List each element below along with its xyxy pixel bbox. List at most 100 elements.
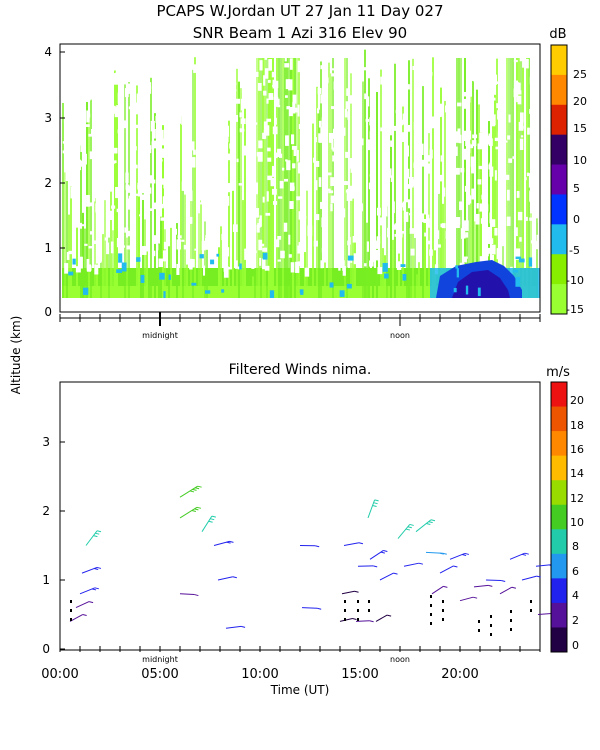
snr-cyan-patch: [518, 258, 525, 263]
winds-colorbar-swatch: [551, 602, 567, 628]
snr-gap: [320, 201, 325, 209]
snr-echo-streak: [102, 234, 104, 298]
xtick-0500: 05:00: [141, 667, 178, 682]
snr-gap: [426, 214, 430, 221]
wind-barb-flag: [374, 499, 379, 502]
snr-gap: [529, 217, 534, 221]
snr-gap: [517, 90, 522, 95]
snr-gap: [96, 140, 101, 148]
wind-barb-flag: [229, 540, 234, 543]
wind-barb: [179, 593, 195, 596]
snr-cbar-label-10: 10: [573, 154, 587, 167]
snr-gap: [274, 152, 278, 159]
snr-gap: [370, 244, 373, 256]
snr-gap: [488, 133, 491, 140]
snr-gap: [497, 132, 503, 141]
snr-echo-streak: [170, 227, 172, 298]
snr-gap: [159, 197, 162, 208]
snr-gap: [425, 44, 429, 50]
snr-gap: [372, 60, 378, 72]
snr-gap: [118, 160, 124, 165]
snr-gap: [129, 205, 134, 210]
snr-gap: [289, 182, 295, 192]
winds-ytick-0: 0: [42, 642, 50, 656]
snr-gap: [221, 233, 225, 241]
snr-ytick-4: 4: [44, 45, 52, 59]
wind-barb-flag: [372, 505, 377, 507]
snr-echo-streak: [522, 58, 524, 298]
snr-gap: [241, 81, 245, 93]
snr-cyan-patch: [121, 262, 127, 272]
snr-echo-streak: [296, 58, 298, 298]
snr-gap: [63, 119, 67, 124]
snr-gap: [339, 250, 343, 261]
snr-gap: [204, 111, 208, 124]
snr-gap: [297, 261, 303, 266]
snr-cyan-patch: [163, 291, 166, 300]
snr-echo-streak: [168, 246, 170, 298]
snr-gap: [85, 59, 90, 72]
snr-echo-streak: [198, 213, 200, 298]
snr-gap: [258, 140, 263, 149]
snr-echo-streak: [288, 58, 290, 298]
snr-gap: [303, 183, 308, 189]
snr-gap: [318, 133, 323, 143]
snr-gap: [341, 127, 346, 136]
snr-gap: [525, 216, 528, 221]
snr-gap: [177, 114, 182, 124]
snr-gap: [131, 186, 135, 190]
snr-gap: [482, 212, 486, 222]
snr-gap: [72, 134, 77, 137]
snr-gap: [232, 224, 238, 232]
snr-gap: [137, 182, 142, 188]
snr-gap: [103, 175, 108, 186]
snr-gap: [88, 202, 93, 207]
snr-gap: [267, 175, 273, 181]
snr-gap: [455, 131, 459, 143]
snr-gap: [411, 50, 416, 59]
wind-barb: [341, 590, 355, 595]
snr-gap: [190, 157, 196, 168]
snr-gap: [121, 124, 125, 133]
snr-gap: [487, 247, 492, 254]
snr-gap: [222, 126, 228, 129]
snr-gap: [463, 234, 466, 239]
snr-gap: [280, 250, 285, 259]
snr-gap: [533, 54, 537, 59]
wind-calm-dot: [430, 604, 432, 607]
snr-gap: [400, 132, 406, 142]
snr-gap: [410, 248, 415, 256]
snr-echo-streak: [224, 269, 226, 298]
snr-gap: [257, 151, 263, 162]
snr-gap: [475, 213, 480, 225]
wind-barb: [537, 612, 552, 615]
snr-echo-streak: [468, 204, 470, 298]
snr-gap: [114, 106, 120, 118]
wind-barb-flag: [511, 586, 517, 589]
snr-gap: [137, 66, 142, 70]
snr-gap: [394, 234, 400, 237]
snr-gap: [479, 203, 484, 212]
snr-echo-streak: [278, 58, 280, 298]
snr-gap: [98, 71, 102, 81]
snr-gap: [252, 256, 255, 263]
snr-gap: [62, 141, 68, 144]
snr-noon-label: noon: [390, 331, 410, 340]
snr-gap: [117, 92, 122, 104]
snr-gap: [198, 65, 201, 77]
snr-gap: [132, 146, 137, 151]
snr-gap: [217, 65, 222, 72]
snr-gap: [135, 124, 140, 129]
winds-panel: Filtered Winds nima. 3 2 1 0 midnight no…: [41, 362, 584, 697]
x-axis-label: Time (UT): [270, 683, 330, 697]
snr-echo-streak: [372, 262, 374, 298]
snr-gap: [228, 266, 233, 270]
wind-barb-flag: [521, 553, 527, 556]
snr-gap: [86, 124, 90, 127]
snr-gap: [463, 220, 469, 231]
snr-gap: [411, 182, 417, 187]
snr-gap: [338, 194, 344, 202]
snr-gap: [101, 61, 105, 68]
snr-gap: [527, 45, 533, 57]
snr-echo-streak: [82, 212, 84, 298]
